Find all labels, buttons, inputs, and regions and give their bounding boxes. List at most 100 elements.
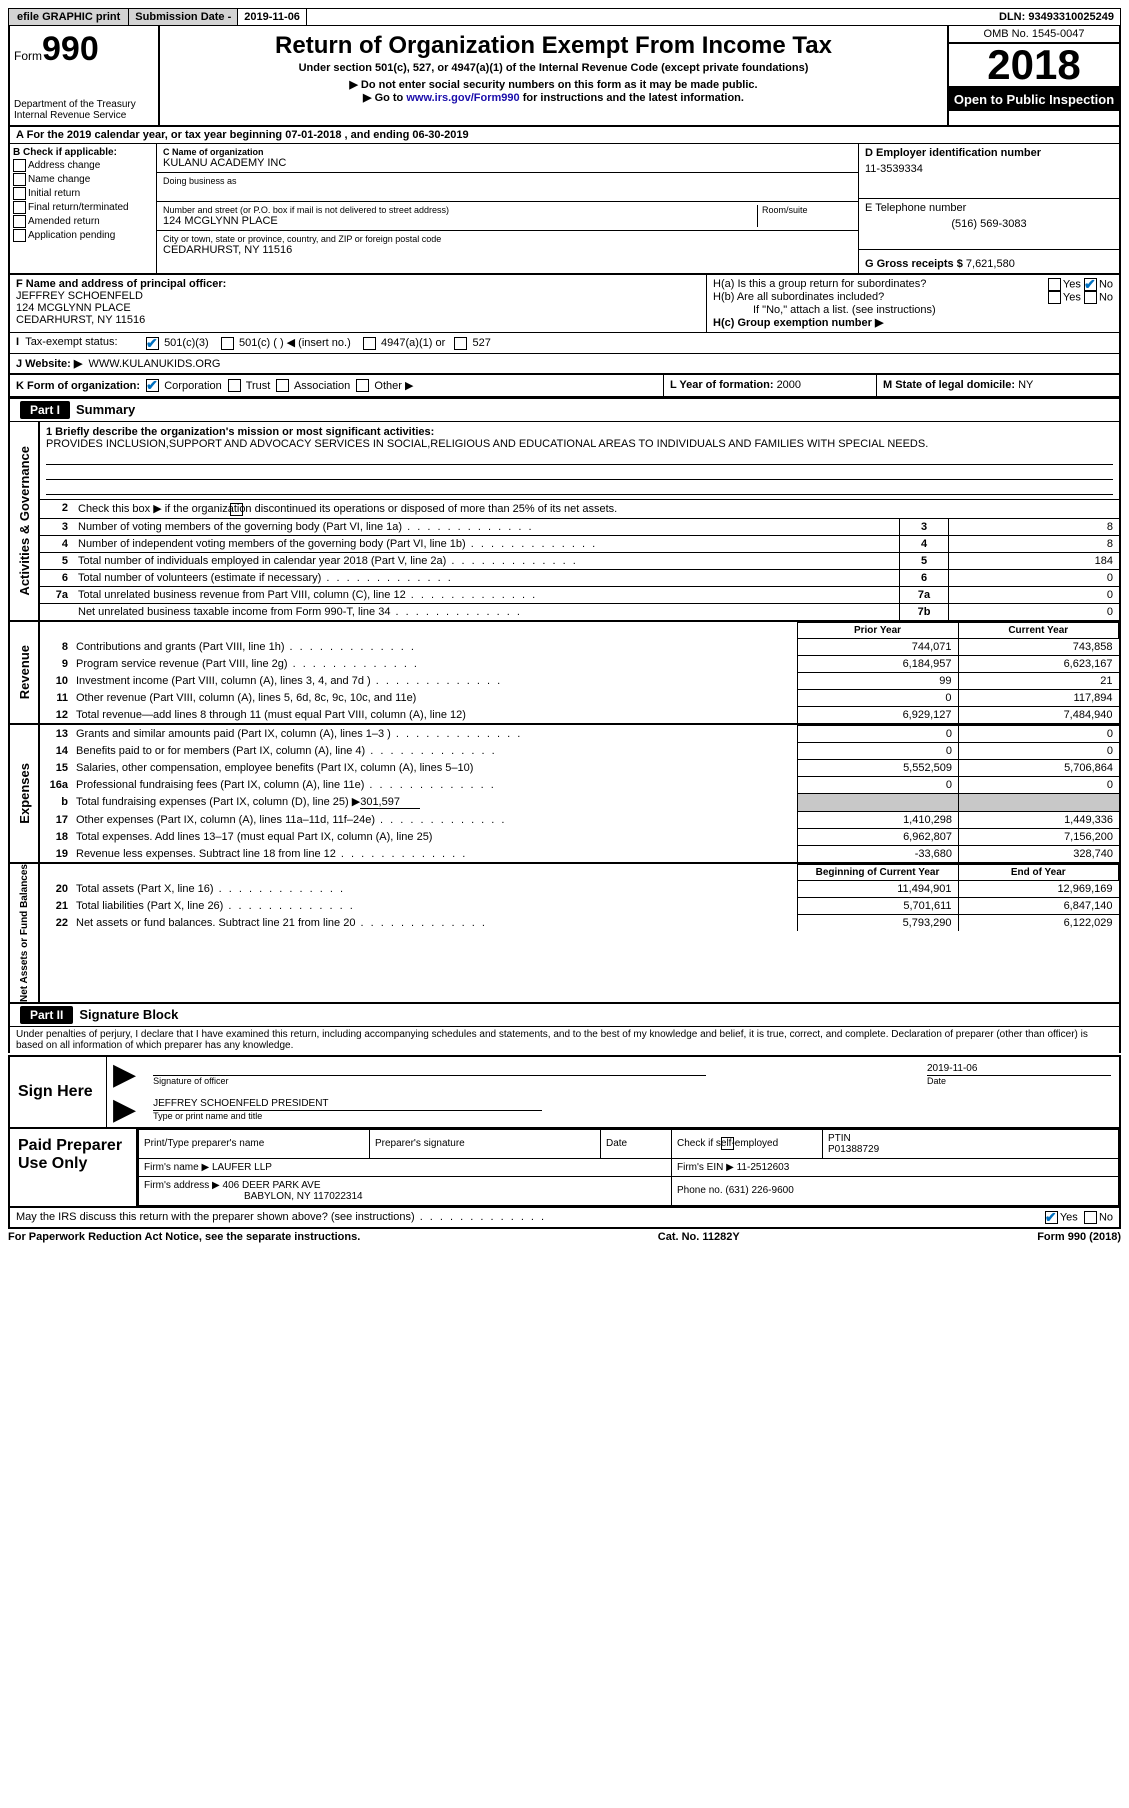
form-header: Form990 Department of the Treasury Inter…	[8, 26, 1121, 127]
checkbox-hb-no[interactable]	[1084, 291, 1097, 304]
val-7b: 0	[949, 603, 1120, 620]
checkbox-association[interactable]	[276, 379, 289, 392]
line-15: Salaries, other compensation, employee b…	[72, 759, 798, 776]
tax-exempt-label: I Tax-exempt status:	[16, 336, 146, 350]
street-address: 124 MCGLYNN PLACE	[163, 215, 753, 227]
checkbox-discuss-no[interactable]	[1084, 1211, 1097, 1224]
principal-officer-addr1: 124 MCGLYNN PLACE	[16, 302, 700, 314]
top-bar: efile GRAPHIC print Submission Date - 20…	[8, 8, 1121, 26]
part-1-header: Part ISummary	[8, 398, 1121, 422]
mission-text: PROVIDES INCLUSION,SUPPORT AND ADVOCACY …	[46, 438, 1113, 450]
val-7a: 0	[949, 586, 1120, 603]
instructions-link-line: ▶ Go to www.irs.gov/Form990 for instruct…	[168, 91, 939, 104]
street-label: Number and street (or P.O. box if mail i…	[163, 205, 753, 215]
firm-name: Firm's name ▶ LAUFER LLP	[139, 1158, 672, 1176]
checkbox-initial-return[interactable]	[13, 187, 26, 200]
dba-label: Doing business as	[163, 176, 852, 186]
line-16b: Total fundraising expenses (Part IX, col…	[72, 793, 798, 811]
checkbox-trust[interactable]	[228, 379, 241, 392]
officer-name-title: JEFFREY SCHOENFELD PRESIDENT	[153, 1098, 542, 1111]
form-of-org: K Form of organization: Corporation Trus…	[10, 375, 664, 397]
checkbox-final-return[interactable]	[13, 201, 26, 214]
form-number: Form990	[14, 30, 154, 69]
phone-label: E Telephone number	[865, 202, 1113, 214]
checkbox-application-pending[interactable]	[13, 229, 26, 242]
discuss-row: May the IRS discuss this return with the…	[8, 1208, 1121, 1229]
line-22: Net assets or fund balances. Subtract li…	[72, 914, 797, 931]
phone-value: (516) 569-3083	[865, 218, 1113, 230]
submission-date-value: 2019-11-06	[238, 9, 307, 25]
irs-label: Internal Revenue Service	[14, 110, 154, 121]
officer-group-block: F Name and address of principal officer:…	[8, 275, 1121, 333]
type-print-label: Type or print name and title	[153, 1111, 542, 1121]
signature-date-label: Date	[927, 1076, 1111, 1086]
part-2-header: Part IISignature Block	[8, 1004, 1121, 1027]
checkbox-other-org[interactable]	[356, 379, 369, 392]
checkbox-corporation[interactable]	[146, 379, 159, 392]
signature-of-officer-label: Signature of officer	[153, 1076, 705, 1086]
penalty-statement: Under penalties of perjury, I declare th…	[8, 1027, 1121, 1053]
col-end-year: End of Year	[958, 864, 1119, 880]
checkbox-amended-return[interactable]	[13, 215, 26, 228]
firm-address: Firm's address ▶ 406 DEER PARK AVEBABYLO…	[139, 1176, 672, 1205]
preparer-signature-label: Preparer's signature	[370, 1129, 601, 1158]
col-beginning-year: Beginning of Current Year	[797, 864, 958, 880]
org-name: KULANU ACADEMY INC	[163, 157, 852, 169]
preparer-name-label: Print/Type preparer's name	[139, 1129, 370, 1158]
self-employed-check: Check if self-employed	[672, 1129, 823, 1158]
ein-label: D Employer identification number	[865, 147, 1113, 159]
h-b-note: If "No," attach a list. (see instruction…	[713, 304, 1113, 316]
ptin-cell: PTINP01388729	[823, 1129, 1119, 1158]
signature-arrow-icon: ▶	[107, 1057, 142, 1092]
line-19: Revenue less expenses. Subtract line 18 …	[72, 845, 798, 862]
tab-revenue: Revenue	[17, 645, 32, 699]
signature-date: 2019-11-06	[927, 1063, 1111, 1076]
efile-print-button[interactable]: efile GRAPHIC print	[9, 9, 129, 25]
ein-value: 11-3539334	[865, 163, 1113, 175]
line-6: Total number of volunteers (estimate if …	[74, 569, 900, 586]
instructions-link[interactable]: www.irs.gov/Form990	[406, 92, 519, 104]
checkbox-527[interactable]	[454, 337, 467, 350]
principal-officer-addr2: CEDARHURST, NY 11516	[16, 314, 700, 326]
paid-preparer-label: Paid Preparer Use Only	[10, 1129, 138, 1206]
checkbox-address-change[interactable]	[13, 159, 26, 172]
checkbox-ha-no[interactable]	[1084, 278, 1097, 291]
checkbox-ha-yes[interactable]	[1048, 278, 1061, 291]
city-state-zip: CEDARHURST, NY 11516	[163, 244, 852, 256]
section-revenue: Revenue Prior YearCurrent Year 8Contribu…	[8, 622, 1121, 725]
checkbox-name-change[interactable]	[13, 173, 26, 186]
firm-phone: Phone no. (631) 226-9600	[672, 1176, 1119, 1205]
line-20: Total assets (Part X, line 16)	[72, 880, 797, 897]
h-a-label: H(a) Is this a group return for subordin…	[713, 278, 1048, 291]
line-16a: Professional fundraising fees (Part IX, …	[72, 776, 798, 793]
line-4: Number of independent voting members of …	[74, 535, 900, 552]
firm-ein: Firm's EIN ▶ 11-2512603	[672, 1158, 1119, 1176]
footer-right: Form 990 (2018)	[1037, 1231, 1121, 1243]
footer-mid: Cat. No. 11282Y	[658, 1231, 740, 1243]
line-14: Benefits paid to or for members (Part IX…	[72, 742, 798, 759]
line-17: Other expenses (Part IX, column (A), lin…	[72, 811, 798, 828]
website-value: WWW.KULANUKIDS.ORG	[88, 358, 220, 370]
val-3: 8	[949, 518, 1120, 535]
checkbox-discontinued[interactable]	[230, 503, 243, 516]
checkbox-discuss-yes[interactable]	[1045, 1211, 1058, 1224]
checkbox-501c3[interactable]	[146, 337, 159, 350]
city-label: City or town, state or province, country…	[163, 234, 852, 244]
state-of-domicile: M State of legal domicile: NY	[877, 375, 1119, 397]
section-net-assets: Net Assets or Fund Balances Beginning of…	[8, 864, 1121, 1004]
checkbox-self-employed[interactable]	[721, 1137, 734, 1150]
privacy-note: ▶ Do not enter social security numbers o…	[168, 78, 939, 91]
line-3: Number of voting members of the governin…	[74, 518, 900, 535]
val-4: 8	[949, 535, 1120, 552]
checkbox-hb-yes[interactable]	[1048, 291, 1061, 304]
checkbox-4947[interactable]	[363, 337, 376, 350]
checkbox-501c-other[interactable]	[221, 337, 234, 350]
dept-treasury: Department of the Treasury	[14, 99, 154, 110]
year-of-formation: L Year of formation: 2000	[664, 375, 877, 397]
val-6: 0	[949, 569, 1120, 586]
identity-block: B Check if applicable: Address change Na…	[8, 144, 1121, 275]
sign-here-label: Sign Here	[10, 1057, 107, 1127]
line-11: Other revenue (Part VIII, column (A), li…	[72, 689, 797, 706]
line-10: Investment income (Part VIII, column (A)…	[72, 672, 797, 689]
section-b-label: B Check if applicable:	[13, 147, 153, 158]
